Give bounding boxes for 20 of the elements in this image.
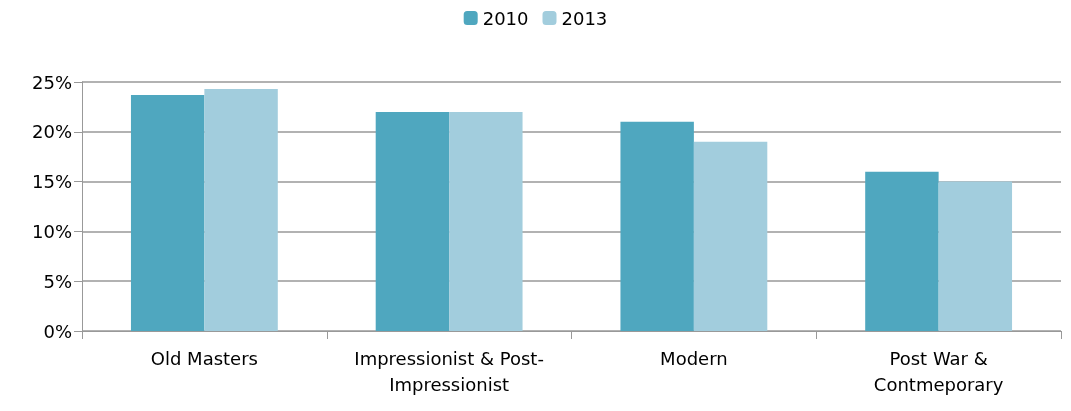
bar — [449, 111, 523, 331]
bar — [620, 121, 694, 331]
y-tick-label: 0% — [43, 320, 72, 342]
bar — [693, 141, 768, 331]
bar — [204, 88, 278, 331]
legend-label: 2010 — [482, 7, 529, 29]
legend-label: 2013 — [561, 7, 608, 29]
x-tick-label: Modern — [660, 347, 728, 369]
bar — [938, 181, 1013, 331]
x-tick-label: Post War & Contmeporary — [873, 347, 1004, 395]
y-tick-label: 20% — [31, 121, 72, 143]
bar — [865, 171, 939, 331]
bar — [375, 111, 450, 331]
bar — [130, 94, 205, 331]
y-tick-label: 10% — [31, 220, 72, 242]
x-tick-label: Old Masters — [150, 347, 258, 369]
x-tick-label: Impressionist & Post-Impressionist — [354, 347, 544, 395]
y-tick-label: 15% — [31, 171, 72, 193]
y-tick-label: 5% — [43, 270, 72, 292]
y-tick-label: 25% — [31, 71, 72, 93]
